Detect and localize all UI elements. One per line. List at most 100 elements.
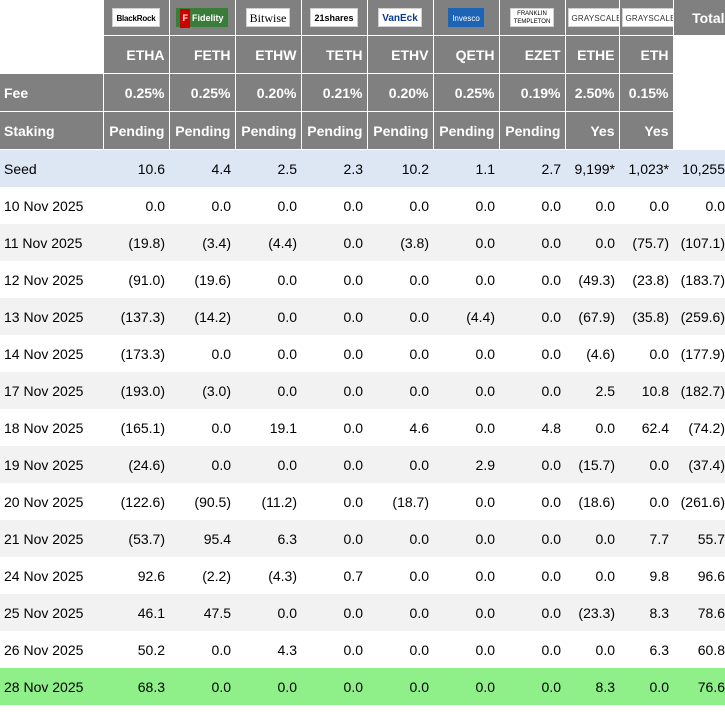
staking-row: Staking Pending Pending Pending Pending … — [0, 111, 725, 150]
flow-cell-eth: (75.7) — [619, 224, 673, 261]
flow-cell-ethv: 0.0 — [367, 298, 433, 335]
row-date-label: 21 Nov 2025 — [0, 520, 103, 557]
flow-row: 14 Nov 2025 (173.3) 0.0 0.0 0.0 0.0 0.0 0.0 (4.6… — [0, 335, 725, 372]
flow-row: 12 Nov 2025 (91.0) (19.6) 0.0 0.0 0.0 0.0 0.0 (4… — [0, 261, 725, 298]
flow-row: 25 Nov 2025 46.1 47.5 0.0 0.0 0.0 0.0 0.0 (23.3)… — [0, 594, 725, 631]
flow-cell-teth: 0.7 — [343, 567, 363, 584]
flow-cell-eth: 9.8 — [649, 567, 669, 584]
ticker-corner-cell — [0, 35, 104, 74]
flow-cell-ethw: 0.0 — [235, 372, 301, 409]
corner-cell — [0, 0, 104, 36]
flow-cell-feth: (14.2) — [169, 298, 235, 335]
flow-cell-total: (183.7) — [680, 271, 725, 288]
flow-cell-teth: 0.0 — [343, 345, 363, 362]
seed-row: Seed 10.6 4.4 2.5 2.3 10.2 1.1 2.7 9,199* 1,023* 1… — [0, 149, 725, 187]
fee-total-blank — [673, 73, 725, 112]
flow-cell-ethw: (4.3) — [268, 567, 297, 584]
flow-cell-qeth: 0.0 — [475, 271, 495, 288]
flow-cell-ethv: (3.8) — [367, 224, 433, 261]
fee-value: 0.20% — [235, 73, 302, 112]
flow-cell-teth: 2.3 — [301, 149, 367, 187]
flow-cell-ethw: 0.0 — [235, 594, 301, 631]
flow-cell-teth: 0.0 — [343, 197, 363, 214]
staking-value: Pending — [103, 111, 170, 150]
fidelity-f-mark-icon: F — [180, 9, 190, 28]
flow-row: 24 Nov 2025 92.6 (2.2) (4.3) 0.7 0.0 0.0 0.0 0.0… — [0, 557, 725, 594]
flow-cell-qeth: (4.4) — [433, 298, 499, 335]
issuer-cell-fidelity: F Fidelity — [169, 0, 236, 36]
flow-cell-ethv: (18.7) — [392, 493, 429, 510]
flow-cell-ethe: (67.9) — [565, 298, 619, 335]
fee-value: 0.20% — [367, 73, 434, 112]
ticker-total-blank — [673, 35, 725, 74]
fee-value: 0.25% — [433, 73, 500, 112]
flow-cell-ethe: 9,199* — [565, 149, 619, 187]
flow-cell-ethe: 0.0 — [595, 419, 615, 436]
flow-cell-ethw: 0.0 — [277, 197, 297, 214]
flow-cell-feth: 0.0 — [211, 641, 231, 658]
ticker-ethe: ETHE — [565, 35, 620, 74]
flow-cell-eth: 0.0 — [649, 345, 669, 362]
row-date-label: 13 Nov 2025 — [0, 298, 103, 335]
row-date-label: 19 Nov 2025 — [0, 446, 103, 483]
staking-total-blank — [673, 111, 725, 150]
flow-cell-etha: (165.1) — [120, 419, 165, 436]
flow-cell-teth: 0.0 — [301, 520, 367, 557]
row-date-label: 14 Nov 2025 — [4, 345, 84, 362]
ticker-etha: ETHA — [103, 35, 170, 74]
flow-cell-feth: 4.4 — [169, 149, 235, 187]
flow-cell-total: 55.7 — [673, 520, 725, 557]
flow-cell-ezet: 0.0 — [541, 641, 561, 658]
flow-cell-eth: 6.3 — [649, 641, 669, 658]
issuer-logo-row: BlackRock F Fidelity Bitwise 21shares Van… — [0, 0, 725, 36]
flow-cell-total: 60.8 — [697, 641, 725, 658]
flow-cell-qeth: 0.0 — [475, 197, 495, 214]
row-date-label: 24 Nov 2025 — [4, 567, 84, 584]
flow-cell-ethv: 10.2 — [367, 149, 433, 187]
flow-cell-eth: 0.0 — [649, 197, 669, 214]
issuer-cell-blackrock: BlackRock — [103, 0, 170, 36]
flow-cell-teth: 0.0 — [301, 224, 367, 261]
flow-cell-ethe: (49.3) — [578, 271, 615, 288]
ticker-row: ETHA FETH ETHW TETH ETHV QETH EZET ETHE … — [0, 35, 725, 74]
flow-cell-total: (177.9) — [680, 345, 725, 362]
invesco-logo: Invesco — [448, 8, 484, 27]
staking-value: Pending — [433, 111, 500, 150]
flow-cell-qeth: 0.0 — [475, 567, 495, 584]
flow-row: 19 Nov 2025 (24.6) 0.0 0.0 0.0 0.0 2.9 0.0 (15.7… — [0, 446, 725, 483]
21shares-logo: 21shares — [310, 8, 358, 27]
ticker-qeth: QETH — [433, 35, 500, 74]
flow-cell-eth: 10.8 — [619, 372, 673, 409]
flow-cell-qeth: 0.0 — [475, 641, 495, 658]
flow-cell-feth: (2.2) — [202, 567, 231, 584]
flow-cell-ethv: 0.0 — [367, 446, 433, 483]
flow-cell-ethw: (4.4) — [235, 224, 301, 261]
flow-cell-ezet: 0.0 — [541, 197, 561, 214]
row-date-label: 10 Nov 2025 — [4, 197, 84, 214]
ticker-teth: TETH — [301, 35, 368, 74]
staking-value: Pending — [169, 111, 236, 150]
flow-row: 21 Nov 2025 (53.7) 95.4 6.3 0.0 0.0 0.0 0.0 0.0 7… — [0, 520, 725, 557]
ticker-ethv: ETHV — [367, 35, 434, 74]
staking-value: Pending — [235, 111, 302, 150]
flow-cell-teth: 0.0 — [301, 594, 367, 631]
issuer-cell-vaneck: VanEck — [367, 0, 434, 36]
row-date-label: 11 Nov 2025 — [0, 224, 103, 261]
row-date-label: 25 Nov 2025 — [0, 594, 103, 631]
flow-cell-ethw: (11.2) — [261, 493, 297, 510]
flow-cell-total: 10,255 — [673, 149, 725, 187]
row-date-label: Seed — [0, 149, 103, 187]
issuer-cell-grayscale-ethe: GRAYSCALE — [565, 0, 620, 36]
flow-cell-etha: 50.2 — [137, 641, 165, 658]
staking-value: Yes — [619, 111, 674, 150]
flow-cell-etha: 92.6 — [137, 567, 165, 584]
flow-cell-etha: (173.3) — [120, 345, 165, 362]
ticker-ezet: EZET — [499, 35, 566, 74]
flow-row: 26 Nov 2025 50.2 0.0 4.3 0.0 0.0 0.0 0.0 0.0 6.3 6… — [0, 631, 725, 668]
flow-cell-feth: 0.0 — [211, 419, 231, 436]
issuer-cell-invesco: Invesco — [433, 0, 500, 36]
flow-cell-ezet: 0.0 — [499, 446, 565, 483]
grayscale-logo: GRAYSCALE — [621, 8, 672, 27]
flow-cell-ezet: 0.0 — [541, 567, 561, 584]
flow-cell-ethe: 8.3 — [565, 668, 619, 705]
